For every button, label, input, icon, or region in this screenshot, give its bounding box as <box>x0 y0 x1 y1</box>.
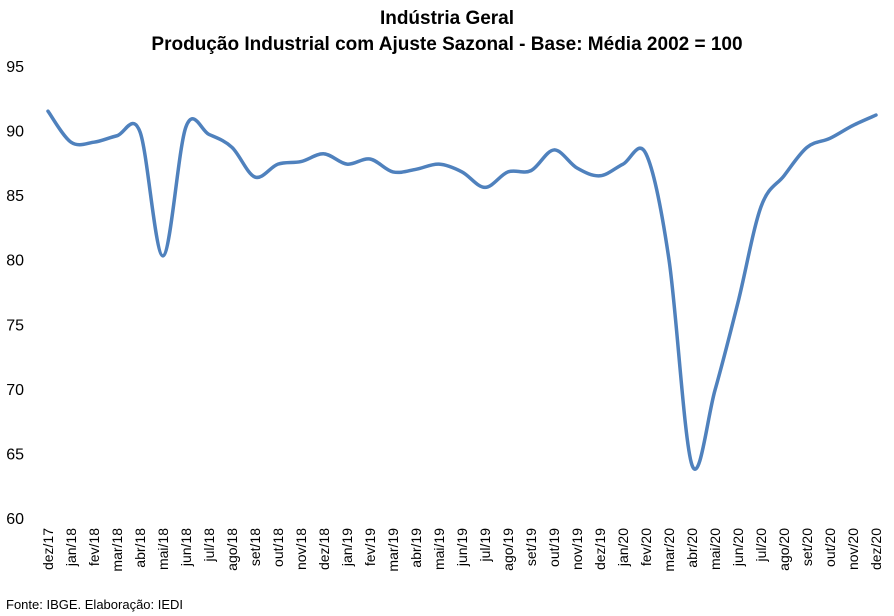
y-tick-label: 60 <box>6 511 24 528</box>
y-tick-label: 95 <box>6 59 24 76</box>
data-point <box>575 166 579 170</box>
data-point <box>138 130 142 134</box>
data-point <box>391 170 395 174</box>
data-point <box>368 157 372 161</box>
data-point <box>299 160 303 164</box>
x-tick-label: nov/20 <box>845 528 861 570</box>
data-point <box>644 152 648 156</box>
chart-title: Indústria Geral Produção Industrial com … <box>0 6 894 58</box>
data-point <box>782 174 786 178</box>
data-point <box>690 463 694 467</box>
x-tick-label: jul/20 <box>753 528 769 563</box>
data-point <box>736 300 740 304</box>
x-tick-label: set/19 <box>523 528 539 566</box>
data-point <box>667 258 671 262</box>
x-tick-label: mai/18 <box>155 528 171 570</box>
x-tick-label: mai/20 <box>707 528 723 570</box>
x-tick-label: abr/19 <box>408 528 424 568</box>
x-tick-label: out/18 <box>270 528 286 567</box>
x-tick-label: dez/20 <box>868 528 884 570</box>
x-axis: dez/17 jan/18 fev/18 mar/18 abr/18 mai/18 jun/… <box>40 528 884 572</box>
series-layer <box>46 109 878 471</box>
data-point <box>851 123 855 127</box>
data-point <box>598 174 602 178</box>
x-tick-label: abr/18 <box>132 528 148 568</box>
data-point <box>828 136 832 140</box>
x-tick-label: nov/18 <box>293 528 309 570</box>
x-tick-label: jul/18 <box>201 528 217 563</box>
data-point <box>69 140 73 144</box>
y-tick-label: 85 <box>6 188 24 205</box>
x-tick-label: abr/20 <box>684 528 700 568</box>
x-tick-label: fev/18 <box>86 528 102 566</box>
data-point <box>115 134 119 138</box>
y-tick-label: 80 <box>6 253 24 270</box>
data-point <box>759 205 763 209</box>
data-point <box>345 162 349 166</box>
y-tick-label: 70 <box>6 382 24 399</box>
data-point <box>621 162 625 166</box>
x-tick-label: fev/19 <box>362 528 378 566</box>
x-tick-label: jan/19 <box>339 528 355 567</box>
x-tick-label: out/19 <box>546 528 562 567</box>
x-tick-label: mar/18 <box>109 528 125 572</box>
x-tick-label: nov/19 <box>569 528 585 570</box>
x-tick-label: mar/20 <box>661 528 677 572</box>
x-tick-label: jun/19 <box>454 528 470 567</box>
series-line <box>46 109 878 471</box>
data-point <box>483 185 487 189</box>
data-point <box>552 148 556 152</box>
x-tick-label: set/18 <box>247 528 263 566</box>
x-tick-label: ago/19 <box>500 528 516 571</box>
x-tick-label: ago/18 <box>224 528 240 571</box>
x-tick-label: jan/20 <box>615 528 631 567</box>
data-point <box>207 132 211 136</box>
data-point <box>322 152 326 156</box>
chart-title-line: Indústria Geral <box>379 8 515 29</box>
y-axis: 60 65 70 75 80 85 90 95 <box>6 59 24 528</box>
data-point <box>46 109 50 113</box>
x-tick-label: jun/18 <box>178 528 194 567</box>
data-point <box>414 167 418 171</box>
x-tick-label: dez/17 <box>40 528 56 570</box>
y-tick-label: 90 <box>6 124 24 141</box>
data-point <box>276 162 280 166</box>
y-tick-label: 75 <box>6 317 24 334</box>
data-point <box>437 162 441 166</box>
x-tick-label: jan/18 <box>63 528 79 567</box>
x-tick-label: dez/19 <box>592 528 608 570</box>
data-point <box>161 254 165 258</box>
data-point <box>506 170 510 174</box>
data-point <box>529 169 533 173</box>
x-tick-label: out/20 <box>822 528 838 567</box>
data-point <box>184 125 188 129</box>
x-tick-label: fev/20 <box>638 528 654 566</box>
data-point <box>253 175 257 179</box>
data-point <box>230 145 234 149</box>
x-tick-label: mai/19 <box>431 528 447 570</box>
data-point <box>805 145 809 149</box>
chart-source: Fonte: IBGE. Elaboração: IEDI <box>6 597 184 612</box>
data-point <box>874 113 878 117</box>
x-tick-label: ago/20 <box>776 528 792 571</box>
data-point <box>713 388 717 392</box>
chart-subtitle: Produção Industrial com Ajuste Sazonal -… <box>151 34 743 55</box>
x-tick-label: jul/19 <box>477 528 493 563</box>
x-tick-label: mar/19 <box>385 528 401 572</box>
data-point <box>460 170 464 174</box>
x-tick-label: dez/18 <box>316 528 332 570</box>
data-point <box>92 140 96 144</box>
x-tick-label: set/20 <box>799 528 815 566</box>
y-tick-label: 65 <box>6 446 24 463</box>
x-tick-label: jun/20 <box>730 528 746 567</box>
